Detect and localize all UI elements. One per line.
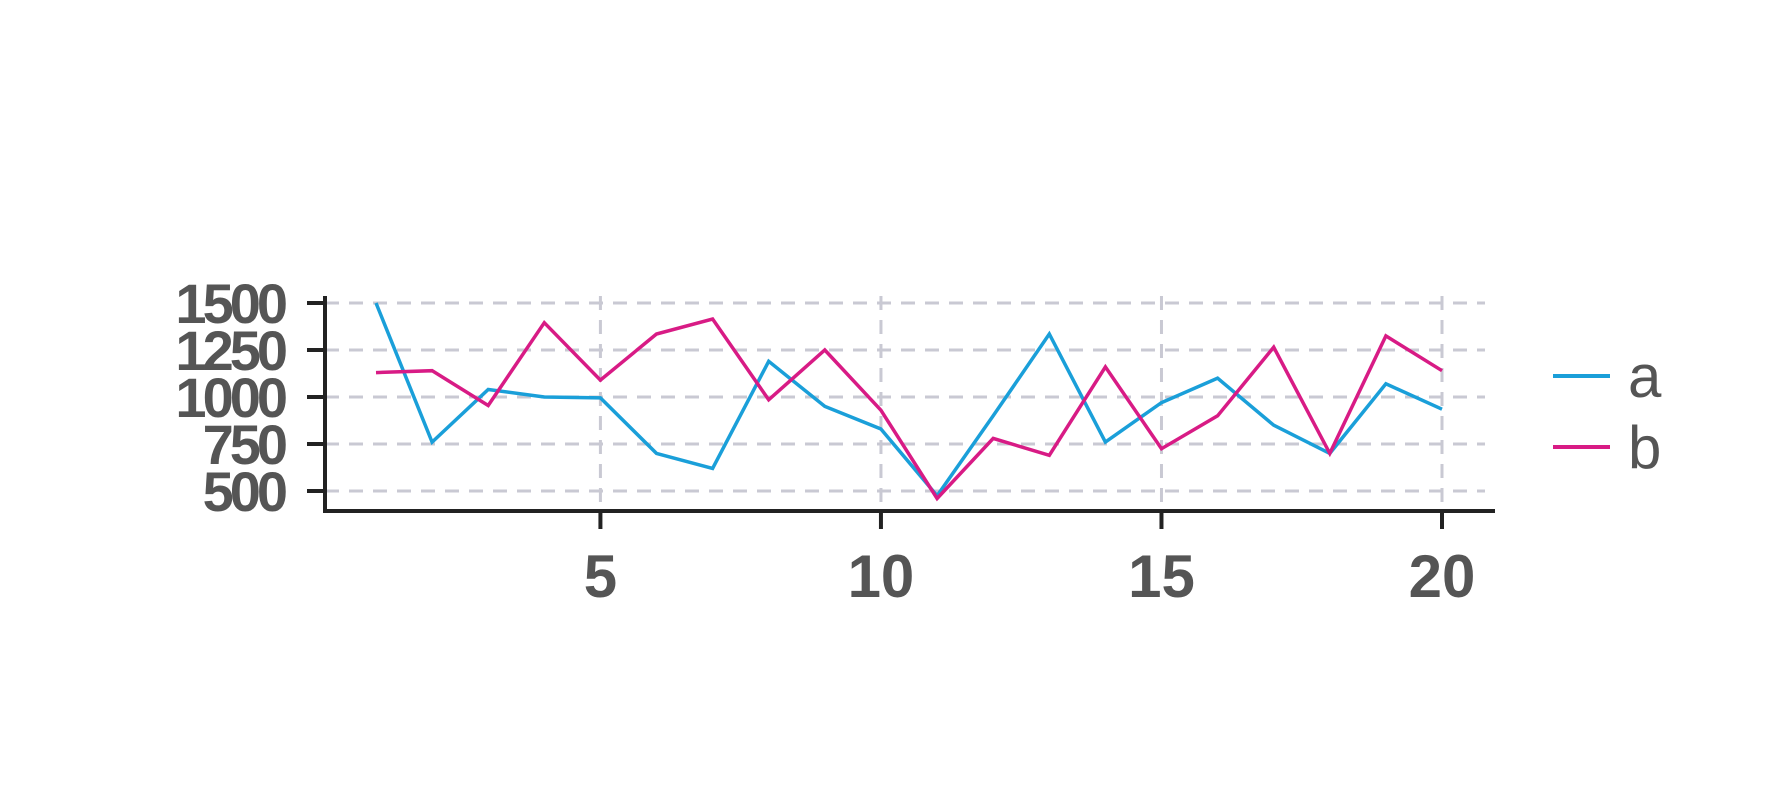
y-tick-label: 500 bbox=[203, 460, 286, 523]
x-tick-label: 10 bbox=[848, 543, 915, 610]
legend-label-a: a bbox=[1628, 343, 1662, 410]
series-line-a bbox=[374, 302, 1443, 499]
series-line-b bbox=[375, 316, 1443, 502]
x-tick-label: 5 bbox=[584, 543, 617, 610]
x-tick-label: 15 bbox=[1128, 543, 1195, 610]
y-tick-label: 1250 bbox=[175, 319, 285, 382]
legend-label-b: b bbox=[1628, 414, 1661, 481]
legend: ab bbox=[1553, 343, 1662, 481]
y-tick-label: 1000 bbox=[175, 366, 285, 429]
gridlines bbox=[325, 296, 1485, 511]
y-tick-label: 1500 bbox=[175, 272, 285, 335]
x-tick-label: 20 bbox=[1409, 543, 1476, 610]
series-lines bbox=[374, 302, 1443, 502]
y-tick-label: 750 bbox=[203, 413, 286, 476]
